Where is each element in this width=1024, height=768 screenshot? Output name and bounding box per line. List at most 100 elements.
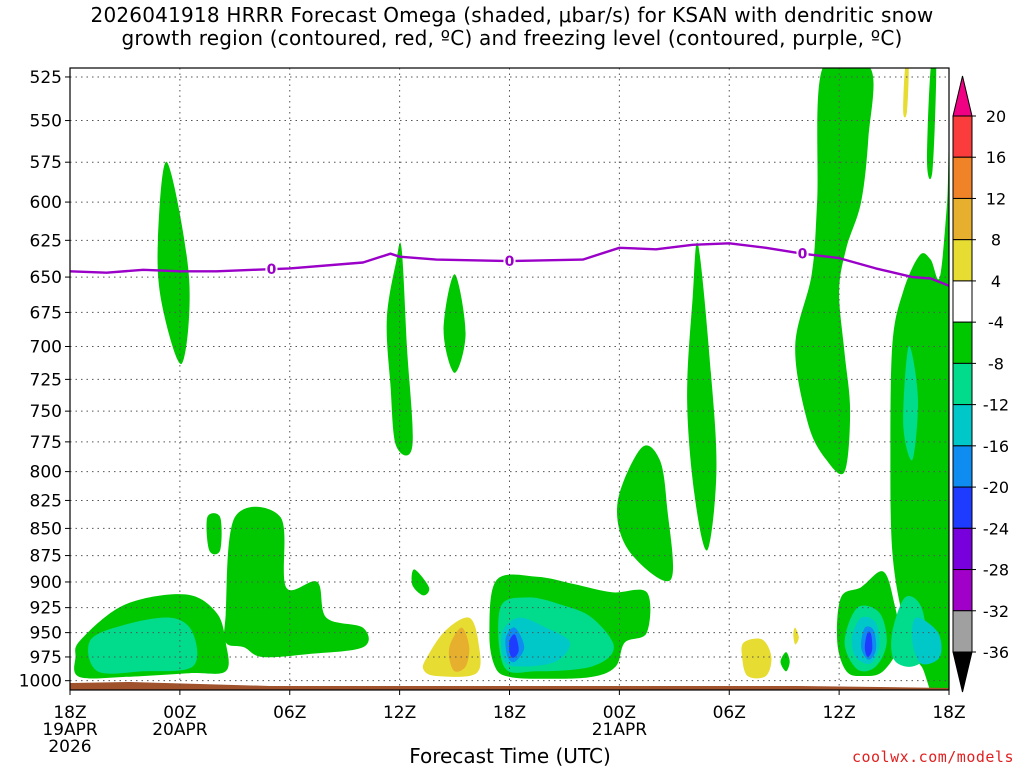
- colorbar-label: -12: [983, 396, 1009, 415]
- colorbar: 20 16 12 8 4 -4 -8 -12 -16 -20 -24 -28 -32 -36: [952, 75, 1009, 693]
- y-tick-label: 825: [30, 491, 62, 511]
- omega-region--4: [443, 274, 466, 373]
- grid-layer: [70, 68, 949, 690]
- y-tick-label: 925: [30, 599, 62, 619]
- colorbar-box: [952, 362, 973, 406]
- x-tick-label: 06Z: [713, 703, 746, 723]
- y-tick-label: 875: [30, 547, 62, 567]
- chart-title-line-2: growth region (contoured, red, ºC) and f…: [121, 26, 903, 50]
- terrain-band: [70, 682, 949, 690]
- freezing-level-label-bg: [503, 253, 516, 268]
- credit-link[interactable]: coolwx.com/models: [851, 748, 1014, 766]
- colorbar-label: 16: [986, 148, 1006, 167]
- colorbar-box: [952, 156, 973, 199]
- omega-region--4: [890, 138, 949, 690]
- x-tick-year: 2026: [48, 737, 91, 757]
- omega-region--8: [903, 346, 918, 461]
- omega-region--4: [616, 445, 674, 582]
- omega-region-4: [741, 638, 772, 679]
- freezing-level-label-bg: [265, 261, 278, 276]
- colorbar-label: 4: [991, 272, 1001, 291]
- colorbar-box: [952, 280, 973, 323]
- x-tick-date: 20APR: [152, 720, 208, 740]
- y-axis: 525 550 575 600 625 650 675 700 725 750 775 800 825 8…: [19, 68, 70, 692]
- y-tick-label: 550: [30, 112, 62, 132]
- colorbar-label: -16: [983, 437, 1009, 456]
- x-tick-label: 12Z: [822, 703, 855, 723]
- colorbar-label: -8: [988, 354, 1004, 373]
- x-axis-title: Forecast Time (UTC): [409, 744, 611, 768]
- colorbar-label: -36: [983, 643, 1009, 662]
- colorbar-box: [952, 404, 973, 447]
- freezing-level-label: 0: [505, 254, 515, 270]
- x-tick-label: 18Z: [493, 703, 526, 723]
- colorbar-cap-top: [952, 75, 973, 117]
- omega-region--4: [687, 242, 717, 551]
- colorbar-box: [952, 610, 973, 653]
- chart-title: 2026041918 HRRR Forecast Omega (shaded, …: [0, 4, 1024, 50]
- omega-region-8: [448, 627, 470, 672]
- colorbar-box: [952, 486, 973, 529]
- colorbar-box: [952, 321, 973, 364]
- colorbar-label: -24: [983, 519, 1009, 538]
- omega-region--12: [911, 617, 942, 665]
- colorbar-box: [952, 239, 973, 282]
- colorbar-box: [952, 569, 973, 612]
- chart-title-line-1: 2026041918 HRRR Forecast Omega (shaded, …: [90, 3, 934, 27]
- y-tick-label: 975: [30, 648, 62, 668]
- omega-region--4: [780, 652, 790, 672]
- y-tick-label: 725: [30, 370, 62, 390]
- y-tick-label: 650: [30, 268, 62, 288]
- omega-region--4: [206, 513, 222, 555]
- x-tick-label: 12Z: [383, 703, 416, 723]
- y-tick-label: 575: [30, 153, 62, 173]
- omega-region--4: [411, 569, 430, 596]
- x-tick-label: 18Z: [932, 703, 965, 723]
- y-tick-label: 625: [30, 231, 62, 251]
- colorbar-label: -20: [983, 478, 1009, 497]
- colorbar-box: [952, 197, 973, 241]
- omega-region--4: [926, 68, 937, 180]
- colorbar-label: -28: [983, 561, 1009, 580]
- colorbar-label: 12: [986, 189, 1006, 208]
- freezing-level-label-bg: [796, 245, 809, 260]
- colorbar-box: [952, 527, 973, 571]
- y-tick-label: 700: [30, 338, 62, 358]
- y-tick-label: 675: [30, 303, 62, 323]
- freezing-level-label: 0: [267, 262, 277, 278]
- x-tick-label: 18Z: [53, 703, 86, 723]
- x-tick-label: 00Z: [603, 703, 636, 723]
- colorbar-label: 8: [991, 231, 1001, 250]
- omega-region--20: [864, 631, 873, 658]
- y-tick-label: 600: [30, 193, 62, 213]
- colorbar-box: [952, 445, 973, 488]
- x-tick-date: 19APR: [42, 720, 98, 740]
- y-tick-label: 1000: [19, 672, 62, 692]
- colorbar-box: [952, 115, 973, 158]
- x-tick-label: 06Z: [273, 703, 306, 723]
- colorbar-label: -32: [983, 602, 1009, 621]
- y-tick-label: 525: [30, 68, 62, 88]
- colorbar-cap-bottom: [952, 651, 973, 693]
- y-tick-label: 750: [30, 402, 62, 422]
- omega-region-4: [793, 627, 799, 645]
- freezing-level-layer: 0 0 0: [69, 242, 950, 287]
- omega-region--4: [795, 68, 874, 475]
- terrain-layer: [70, 682, 949, 690]
- omega-region--20: [508, 634, 519, 658]
- y-tick-label: 950: [30, 624, 62, 644]
- omega-shading-layer: [74, 68, 949, 690]
- colorbar-label: 20: [986, 107, 1006, 126]
- colorbar-label: -4: [988, 313, 1004, 332]
- omega-region-4: [903, 68, 909, 118]
- omega-region--4: [157, 161, 190, 364]
- y-tick-label: 850: [30, 519, 62, 539]
- omega-region--4: [223, 506, 369, 658]
- y-tick-label: 775: [30, 433, 62, 453]
- y-tick-label: 900: [30, 573, 62, 593]
- freezing-level-line: [69, 242, 950, 287]
- omega-region--8: [88, 617, 198, 674]
- freezing-level-label: 0: [798, 247, 808, 263]
